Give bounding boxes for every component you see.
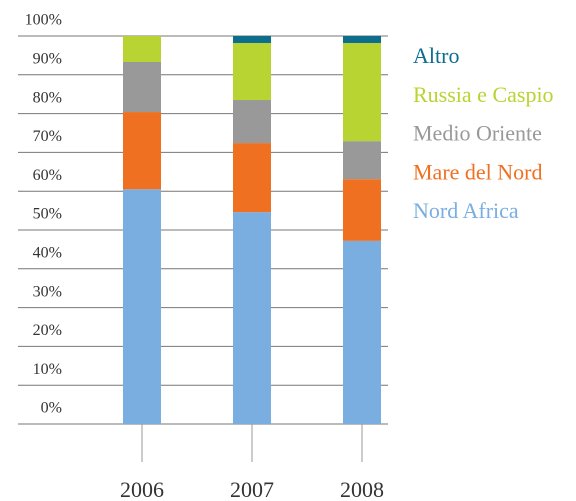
bar-segment	[343, 141, 381, 180]
legend-label: Altro	[413, 43, 459, 68]
bar-segment	[233, 36, 271, 43]
y-tick-label: 60%	[33, 167, 62, 184]
y-tick-label: 40%	[33, 244, 62, 261]
bar-segment	[343, 42, 381, 142]
y-tick-label: 30%	[33, 283, 62, 300]
y-tick-label: 70%	[33, 128, 62, 145]
bar-segment	[123, 112, 161, 190]
bar-segment	[233, 212, 271, 424]
x-tick-label: 2008	[340, 477, 384, 501]
bar-segment	[343, 240, 381, 424]
legend-label: Russia e Caspio	[413, 82, 554, 107]
bar-segment	[343, 179, 381, 241]
bar-segment	[233, 100, 271, 144]
y-tick-label: 10%	[33, 361, 62, 378]
y-tick-label: 80%	[33, 89, 62, 106]
legend-label: Nord Africa	[413, 198, 519, 223]
y-tick-label: 100%	[25, 12, 62, 29]
x-tick-label: 2006	[120, 477, 164, 501]
bar-segment	[123, 61, 161, 113]
legend-label: Mare del Nord	[413, 159, 543, 184]
y-tick-label: 50%	[33, 206, 62, 223]
bar-segment	[123, 189, 161, 424]
bar-segment	[233, 143, 271, 213]
y-tick-label: 20%	[33, 322, 62, 339]
bar-segment	[123, 36, 161, 62]
x-tick-label: 2007	[230, 477, 274, 501]
bar-segment	[233, 42, 271, 101]
legend-label: Medio Oriente	[413, 121, 542, 146]
y-tick-label: 90%	[33, 50, 62, 67]
bar-segment	[343, 36, 381, 43]
y-tick-label: 0%	[41, 400, 62, 417]
